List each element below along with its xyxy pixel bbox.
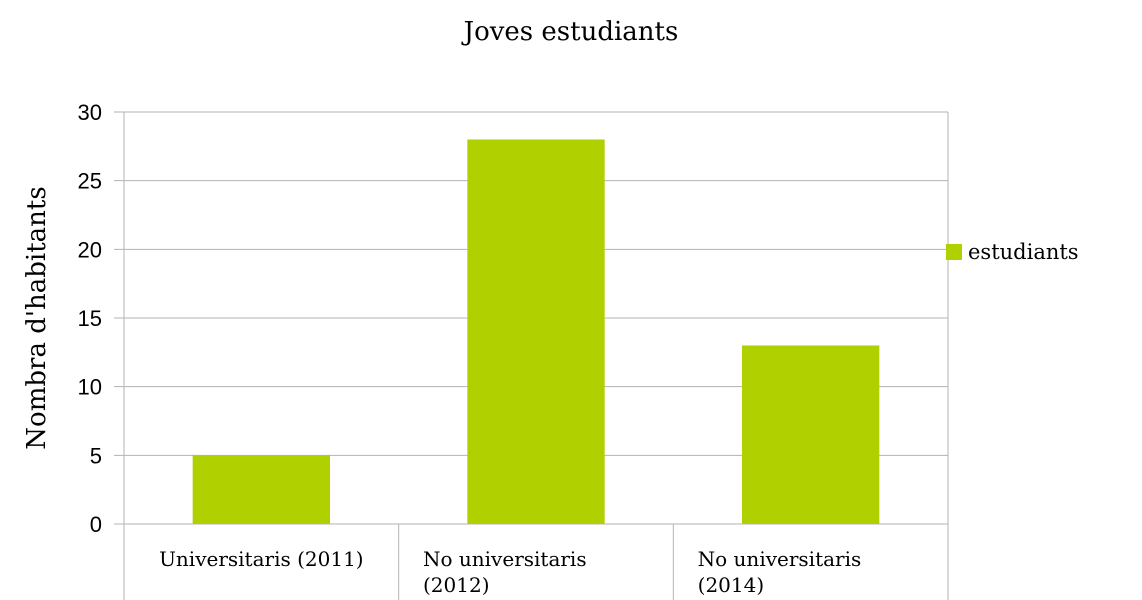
bar	[467, 139, 605, 524]
x-tick-label: No universitaris (2014)	[698, 547, 862, 597]
chart-title: Joves estudiants	[461, 17, 679, 47]
axes	[123, 112, 949, 600]
bar	[742, 345, 880, 524]
y-tick-label: 15	[78, 306, 102, 331]
y-tick-label: 5	[90, 443, 102, 468]
y-tick-labels: 0 5 10 15 20 25 30	[78, 100, 102, 537]
x-tick-label: Universitaris (2011)	[159, 547, 364, 571]
y-tick-label: 30	[78, 100, 102, 125]
y-tick-label: 10	[78, 375, 102, 400]
bar	[192, 455, 330, 524]
y-tick-label: 20	[78, 237, 102, 262]
x-tick-label-line: Universitaris (2011)	[159, 547, 364, 571]
y-axis-label: Nombra d'habitants	[22, 186, 52, 449]
y-tick-label: 0	[90, 512, 102, 537]
x-tick-label: No universitaris (2012)	[423, 547, 587, 597]
legend-label: estudiants	[968, 240, 1079, 264]
legend: estudiants	[946, 240, 1079, 264]
x-tick-label-line: No universitaris	[698, 547, 862, 571]
x-tick-labels: Universitaris (2011) No universitaris (201…	[159, 547, 861, 597]
x-tick-label-line: (2014)	[698, 573, 765, 597]
legend-swatch	[946, 244, 962, 260]
x-tick-label-line: (2012)	[423, 573, 490, 597]
bars	[192, 139, 880, 524]
y-tick-label: 25	[78, 169, 102, 194]
x-tick-label-line: No universitaris	[423, 547, 587, 571]
